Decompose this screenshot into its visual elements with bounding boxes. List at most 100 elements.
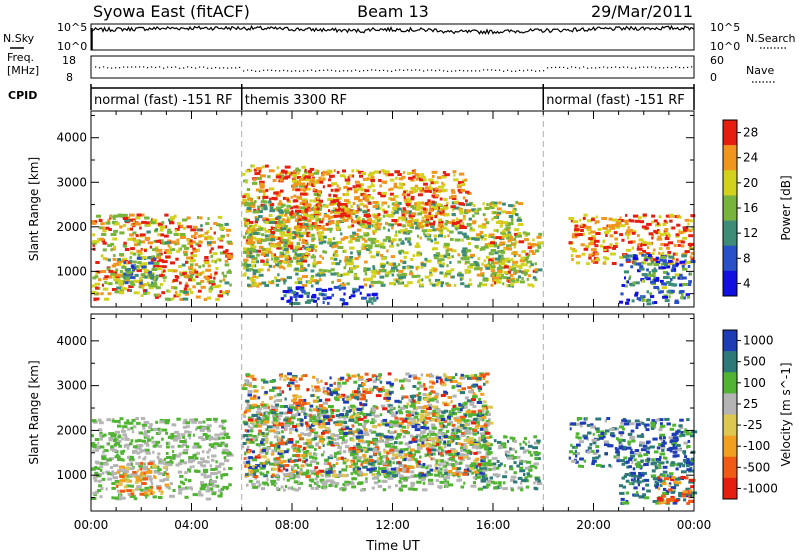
- velocity-cell: [471, 410, 477, 414]
- power-cell: [197, 244, 202, 248]
- power-cell: [411, 212, 417, 216]
- velocity-cell: [272, 414, 275, 418]
- velocity-cell: [91, 467, 96, 471]
- power-cell: [399, 249, 404, 253]
- power-cell: [102, 257, 106, 260]
- velocity-cell: [140, 461, 144, 465]
- power-cell: [338, 273, 341, 277]
- power-cell: [360, 188, 367, 192]
- power-cell: [525, 252, 529, 256]
- velocity-cell: [214, 420, 218, 423]
- freq-dot: [403, 69, 405, 71]
- power-cell: [666, 246, 670, 250]
- velocity-cell: [475, 475, 481, 479]
- velocity-cell: [316, 422, 320, 426]
- power-cell: [664, 243, 669, 247]
- power-cell: [256, 196, 259, 199]
- velocity-cell: [353, 445, 358, 449]
- velocity-cell: [455, 431, 459, 435]
- velocity-cell: [198, 420, 203, 424]
- power-cell: [137, 261, 142, 265]
- power-cell: [224, 259, 229, 263]
- power-cell: [457, 231, 463, 235]
- velocity-cell: [131, 473, 138, 477]
- velocity-cell: [371, 407, 376, 411]
- power-cell: [281, 203, 286, 207]
- power-cell: [252, 269, 258, 273]
- velocity-cell: [364, 450, 369, 453]
- freq-dot: [167, 66, 169, 68]
- power-cell: [247, 197, 252, 201]
- velocity-cell: [224, 444, 228, 448]
- power-cell: [195, 242, 199, 246]
- velocity-cell: [122, 433, 127, 437]
- power-cell: [491, 265, 496, 269]
- power-cell: [624, 222, 629, 226]
- power-cell: [293, 295, 297, 298]
- power-cell: [571, 235, 578, 239]
- power-cell: [167, 228, 171, 232]
- power-cell: [274, 276, 278, 280]
- power-cell: [672, 264, 676, 268]
- power-cell: [490, 273, 495, 277]
- velocity-cell: [365, 477, 368, 481]
- velocity-cell: [481, 404, 488, 408]
- power-cell: [410, 258, 414, 261]
- power-cell: [190, 228, 197, 232]
- power-cell: [431, 283, 436, 287]
- power-cell: [449, 230, 454, 234]
- power-cell: [679, 290, 685, 293]
- power-cell: [505, 257, 510, 261]
- power-cell: [347, 270, 354, 274]
- power-cell: [586, 225, 592, 229]
- velocity-cell: [391, 456, 396, 460]
- power-cell: [319, 220, 324, 224]
- power-cell: [642, 213, 647, 217]
- power-cell: [296, 260, 302, 264]
- velocity-cell: [142, 474, 145, 478]
- power-cell: [416, 274, 421, 278]
- power-cell: [308, 253, 311, 257]
- velocity-cell: [165, 461, 172, 465]
- power-cell: [395, 176, 398, 180]
- power-cell: [133, 279, 140, 283]
- velocity-cell: [371, 465, 376, 469]
- power-cell: [427, 199, 431, 203]
- power-cell: [632, 281, 636, 285]
- velocity-cell: [438, 442, 441, 446]
- power-cell: [301, 210, 306, 214]
- power-cell: [402, 265, 406, 269]
- velocity-cell: [228, 467, 233, 470]
- velocity-cell: [437, 438, 443, 441]
- velocity-cell: [404, 442, 408, 446]
- power-cell: [179, 233, 186, 236]
- velocity-cell: [316, 416, 319, 420]
- power-cell: [273, 197, 278, 201]
- power-cell: [140, 294, 144, 298]
- power-cell: [130, 247, 135, 251]
- power-cell: [119, 214, 124, 218]
- power-cell: [681, 276, 687, 280]
- power-cell: [200, 228, 203, 232]
- power-cell: [295, 256, 300, 260]
- power-cell: [647, 273, 654, 277]
- power-cell: [454, 224, 460, 228]
- power-cell: [428, 202, 432, 206]
- velocity-cell: [319, 438, 325, 441]
- nave-label: Nave: [746, 64, 774, 77]
- power-cell: [147, 241, 154, 245]
- power-cell: [260, 259, 265, 263]
- velocity-cell: [199, 428, 205, 432]
- power-cell: [141, 265, 147, 269]
- power-cell: [433, 254, 440, 257]
- power-cell: [192, 240, 196, 244]
- power-cell: [459, 202, 464, 206]
- power-cell: [215, 267, 219, 270]
- power-cell: [143, 291, 148, 295]
- power-cell: [374, 225, 379, 229]
- power-cell: [257, 238, 263, 241]
- y-tick-label: 1000: [56, 264, 87, 278]
- power-cell: [405, 201, 409, 205]
- power-cell: [283, 290, 289, 293]
- power-cell: [641, 273, 648, 277]
